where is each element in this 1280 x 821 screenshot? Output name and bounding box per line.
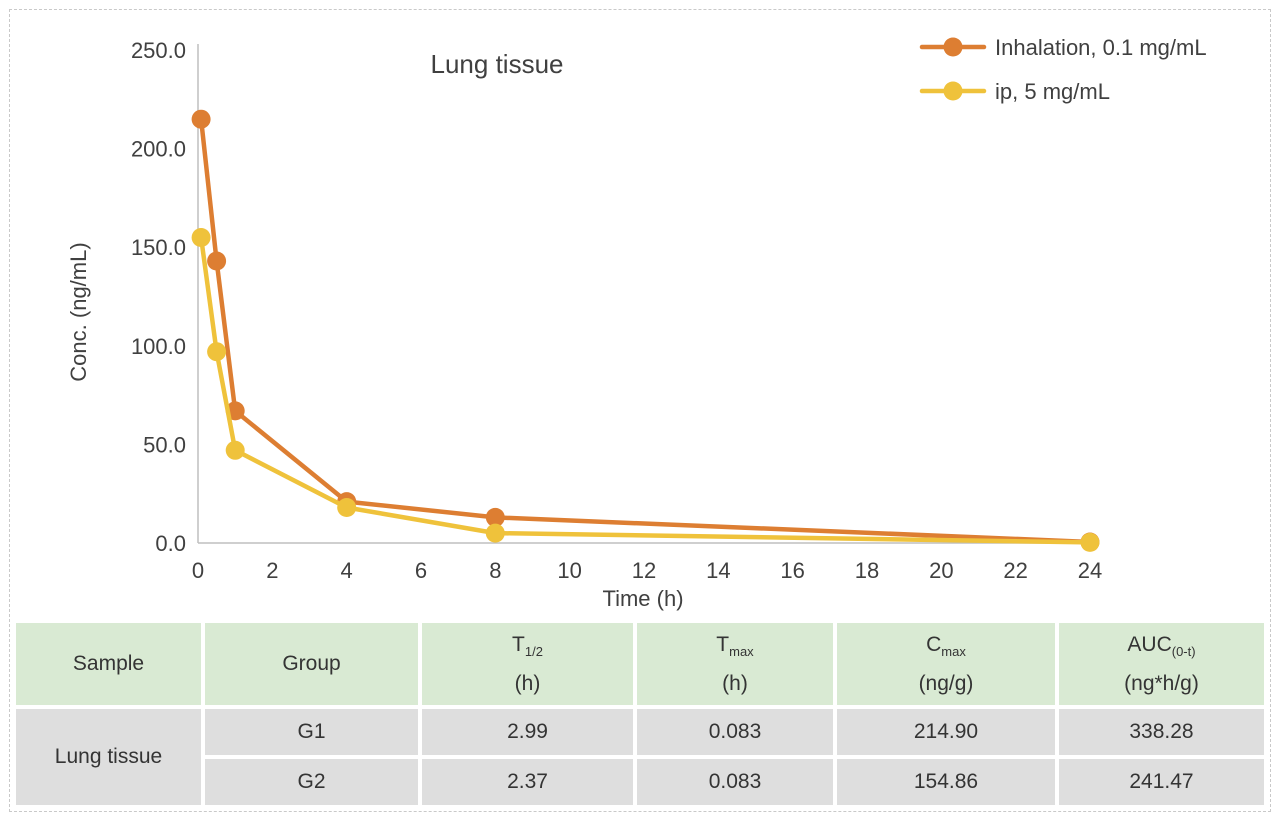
header-cell-t-max: Tmax (h) — [637, 623, 833, 705]
cell-c-max: 214.90 — [837, 709, 1055, 755]
y-tick-label: 100.0 — [131, 334, 186, 359]
data-point-series1 — [337, 498, 357, 517]
legend-label-0: Inhalation, 0.1 mg/mL — [995, 35, 1207, 60]
cell-group: G1 — [205, 709, 418, 755]
header-cell-group: Group — [205, 623, 418, 705]
header-symbol: T1/2 — [512, 632, 543, 659]
x-tick-label: 6 — [415, 558, 427, 583]
header-symbol: Group — [282, 652, 341, 675]
cell-t-max: 0.083 — [637, 709, 833, 755]
header-unit: (ng*h/g) — [1124, 671, 1199, 695]
data-point-series0 — [207, 251, 227, 271]
table-body: Lung tissue G1 2.99 0.083 214.90 338.28 G2 2.37… — [16, 709, 1264, 805]
data-point-series0 — [191, 109, 211, 129]
header-unit: (h) — [514, 671, 541, 695]
pk-parameters-table: Sample Group T1/2 (h) Tmax (h) Cmax (ng/g) AUC(0… — [12, 619, 1268, 809]
header-unit: (ng/g) — [918, 671, 974, 695]
table-row-g1: Lung tissue G1 2.99 0.083 214.90 338.28 — [16, 709, 1264, 805]
header-cell-auc: AUC(0-t) (ng*h/g) — [1059, 623, 1264, 705]
y-tick-label: 50.0 — [143, 432, 186, 457]
header-symbol: Sample — [72, 652, 145, 675]
cell-t-max: 0.083 — [637, 759, 833, 805]
cell-c-max: 154.86 — [837, 759, 1055, 805]
x-tick-label: 4 — [341, 558, 353, 583]
cell-group: G2 — [205, 759, 418, 805]
header-cell-sample: Sample — [16, 623, 201, 705]
y-tick-label: 150.0 — [131, 235, 186, 260]
x-tick-label: 18 — [855, 558, 879, 583]
x-tick-label: 10 — [557, 558, 581, 583]
x-tick-label: 12 — [632, 558, 656, 583]
legend-label-1: ip, 5 mg/mL — [995, 79, 1110, 104]
x-tick-label: 24 — [1078, 558, 1102, 583]
y-tick-label: 0.0 — [155, 531, 186, 556]
legend-marker-1 — [943, 81, 963, 101]
y-axis-title: Conc. (ng/mL) — [66, 242, 91, 381]
x-tick-label: 14 — [706, 558, 730, 583]
data-point-series1 — [207, 342, 227, 362]
x-tick-label: 0 — [192, 558, 204, 583]
cell-t-half: 2.37 — [422, 759, 633, 805]
series-line-0 — [198, 116, 1093, 545]
table-header: Sample Group T1/2 (h) Tmax (h) Cmax (ng/g) AUC(0… — [16, 623, 1264, 705]
x-tick-label: 8 — [489, 558, 501, 583]
data-point-series1 — [485, 523, 505, 543]
data-point-series0 — [485, 507, 505, 527]
x-tick-label: 22 — [1003, 558, 1027, 583]
cell-t-half: 2.99 — [422, 709, 633, 755]
y-tick-label: 200.0 — [131, 137, 186, 162]
pk-concentration-chart: 0.0 50.0 100.0 150.0 200.0 250.0 0 2 4 6 8 10 12 14 16… — [66, 35, 1207, 611]
cell-auc: 241.47 — [1059, 759, 1264, 805]
table-row-g2: G2 2.37 0.083 154.86 241.47 — [16, 759, 1264, 805]
header-symbol: Cmax — [926, 632, 966, 659]
chart-title: Lung tissue — [431, 49, 564, 79]
data-point-series1 — [1080, 532, 1100, 552]
x-tick-label: 20 — [929, 558, 953, 583]
header-symbol: Tmax — [716, 632, 754, 659]
header-unit: (h) — [722, 671, 748, 695]
cell-sample: Lung tissue — [16, 709, 201, 805]
cell-auc: 338.28 — [1059, 709, 1264, 755]
x-tick-label: 16 — [780, 558, 804, 583]
y-tick-label: 250.0 — [131, 38, 186, 63]
series-line-1 — [198, 235, 1093, 545]
header-cell-c-max: Cmax (ng/g) — [837, 623, 1055, 705]
header-symbol: AUC(0-t) — [1127, 632, 1196, 659]
data-point-series1 — [191, 228, 211, 247]
x-axis-title: Time (h) — [602, 586, 683, 611]
x-tick-label: 2 — [266, 558, 278, 583]
data-point-series1 — [225, 440, 245, 460]
header-cell-t-half: T1/2 (h) — [422, 623, 633, 705]
legend-marker-0 — [943, 37, 963, 57]
